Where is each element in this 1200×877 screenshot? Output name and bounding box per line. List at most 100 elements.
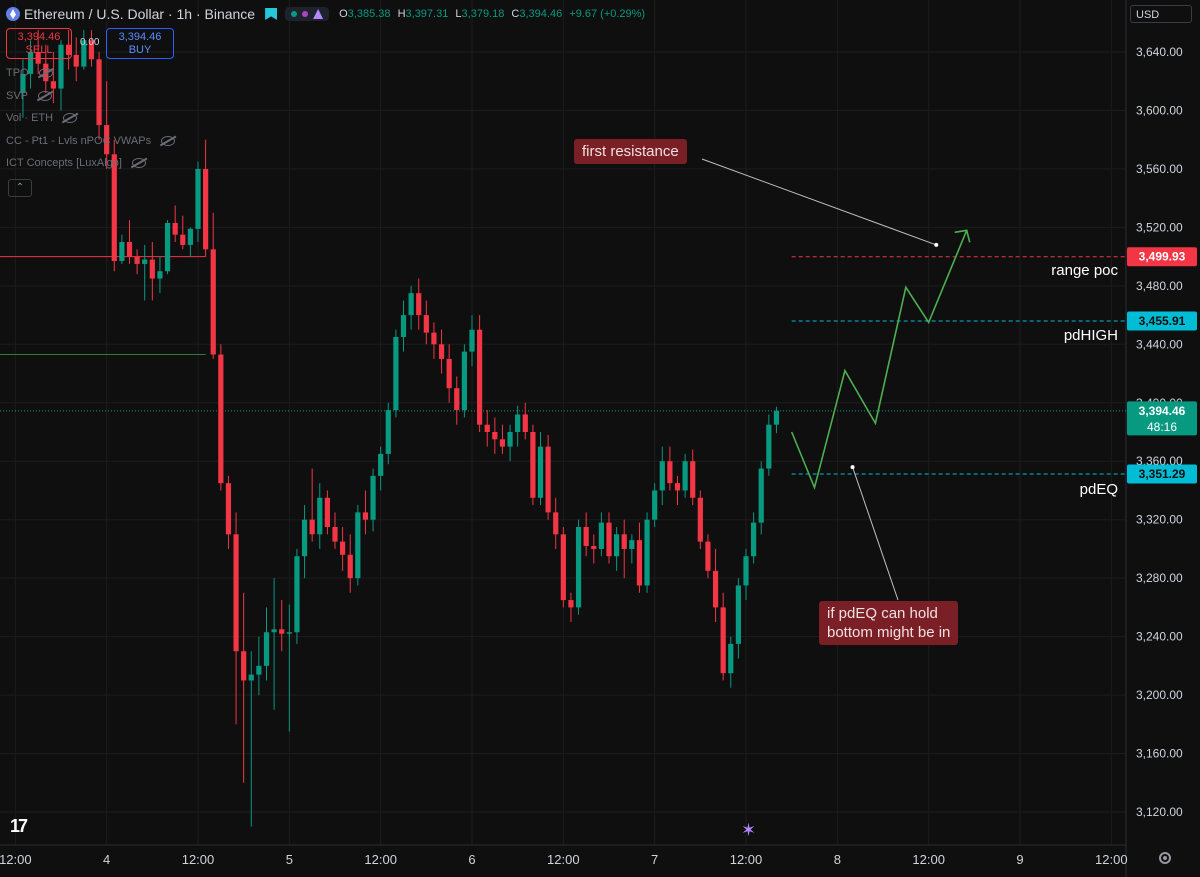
eye-hidden-icon[interactable] (131, 158, 146, 168)
indicator-volume[interactable]: Vol · ETH (6, 112, 78, 124)
indicator-ict-concepts[interactable]: ICT Concepts [LuxAlgo] (6, 157, 146, 169)
candle-body (332, 527, 338, 542)
sparkle-icon[interactable]: ✶ (741, 820, 757, 840)
candle-body (720, 607, 726, 674)
candle-body (522, 414, 528, 432)
candle-body (697, 497, 703, 542)
time-tick-label: 5 (286, 852, 293, 867)
level-label-pdeq: pdEQ (1079, 481, 1118, 498)
eye-hidden-icon[interactable] (38, 91, 53, 101)
candle-body (400, 315, 407, 337)
sell-button[interactable]: 3,394.46 SELL (6, 28, 72, 59)
candle-body (309, 519, 315, 535)
candle-body (393, 337, 399, 411)
time-tick-label: 7 (651, 852, 658, 867)
candle-body (484, 424, 490, 432)
candle-body (180, 234, 186, 245)
collapse-indicators-button[interactable]: ⌃ (8, 179, 32, 197)
eye-hidden-icon[interactable] (63, 113, 78, 123)
candle-body (340, 541, 346, 555)
candle-body (659, 461, 665, 491)
candle-body (568, 600, 574, 608)
time-tick-label: 12:00 (547, 852, 580, 867)
candle-body (735, 585, 741, 644)
annotation-pdeq-hold[interactable]: if pdEQ can hold bottom might be in (819, 601, 959, 645)
candle-body (553, 512, 559, 535)
candle-body (751, 522, 757, 557)
candle-body (27, 52, 34, 74)
currency-select[interactable]: USD (1130, 5, 1192, 23)
candle-body (537, 446, 544, 498)
status-dots[interactable] (285, 7, 330, 21)
annotation-point-pdeq (850, 465, 855, 470)
annotation-first-resistance[interactable]: first resistance (574, 139, 687, 164)
candle-body (515, 414, 521, 432)
candle-body (416, 293, 422, 316)
candle-body (58, 44, 64, 89)
candle-body (682, 461, 688, 491)
candle-body (218, 354, 224, 484)
level-label-pdhigh: pdHIGH (1063, 327, 1118, 344)
price-tick-label: 3,640.00 (1136, 45, 1183, 59)
candle-body (294, 556, 300, 633)
price-tick-label: 3,440.00 (1136, 337, 1183, 351)
level-label-range-poc: range poc (1051, 262, 1118, 279)
eye-hidden-icon[interactable] (38, 68, 53, 78)
candle-body (317, 497, 323, 535)
close-value: 3,394.46 (519, 8, 563, 20)
candle-body (431, 332, 437, 345)
gear-icon[interactable] (1159, 852, 1171, 864)
candle-body (560, 534, 566, 601)
candle-body (286, 632, 292, 634)
tradingview-logo[interactable]: 17 (10, 816, 28, 836)
time-tick-label: 8 (834, 852, 841, 867)
candle-body (712, 570, 719, 608)
candle-body (652, 490, 658, 520)
candle-body (164, 223, 171, 272)
change-value: +9.67 (+0.29%) (569, 8, 646, 20)
candle-body (614, 534, 620, 557)
indicator-label: Vol · ETH (6, 112, 54, 124)
candle-body (225, 483, 232, 535)
status-dot-green (291, 11, 298, 17)
annotation-arrow-pdeq (852, 466, 899, 601)
indicator-svp[interactable]: SVP (6, 90, 53, 102)
indicator-cc-levels[interactable]: CC - Pt1 - Lvls nPOC VWAPs (6, 135, 176, 147)
annotation-arrow-first-resistance (701, 158, 937, 246)
axis-price-tag-label: 3,394.46 (1139, 404, 1186, 418)
symbol-title[interactable]: Ethereum / U.S. Dollar · 1h · Binance (24, 6, 256, 22)
candle-body (142, 259, 148, 264)
bookmark-icon[interactable] (265, 8, 278, 20)
candle-body (241, 651, 247, 681)
axis-price-tag (1127, 401, 1197, 436)
buy-label: BUY (128, 44, 152, 56)
indicator-tpo[interactable]: TPO (6, 67, 53, 79)
candle-body (50, 81, 56, 89)
candle-body (545, 446, 551, 513)
spread-value: 0.00 (80, 37, 100, 48)
candle-body (690, 461, 696, 498)
candle-body (507, 432, 513, 447)
candle-body (73, 54, 79, 67)
candle-body (347, 554, 353, 579)
time-tick-label: 12:00 (364, 852, 397, 867)
candle-body (385, 410, 391, 454)
price-tick-label: 3,560.00 (1136, 162, 1183, 176)
candle-body (591, 546, 597, 549)
time-tick-label: 12:00 (730, 852, 763, 867)
open-label: O (339, 8, 348, 20)
candle-body (20, 73, 26, 93)
buy-button[interactable]: 3,394.46 BUY (106, 28, 174, 59)
candle-body (172, 223, 178, 235)
sell-price: 3,394.46 (17, 31, 61, 43)
time-tick-label: 4 (103, 852, 110, 867)
open-value: 3,385.38 (347, 8, 391, 20)
price-tick-label: 3,240.00 (1136, 630, 1183, 644)
price-tick-label: 3,320.00 (1136, 513, 1183, 527)
candle-body (530, 432, 536, 498)
axis-price-tag (1127, 247, 1197, 267)
axis-price-tag-label: 3,351.29 (1139, 467, 1186, 481)
eye-hidden-icon[interactable] (161, 136, 176, 146)
countdown-timer: 48:16 (1147, 420, 1177, 434)
